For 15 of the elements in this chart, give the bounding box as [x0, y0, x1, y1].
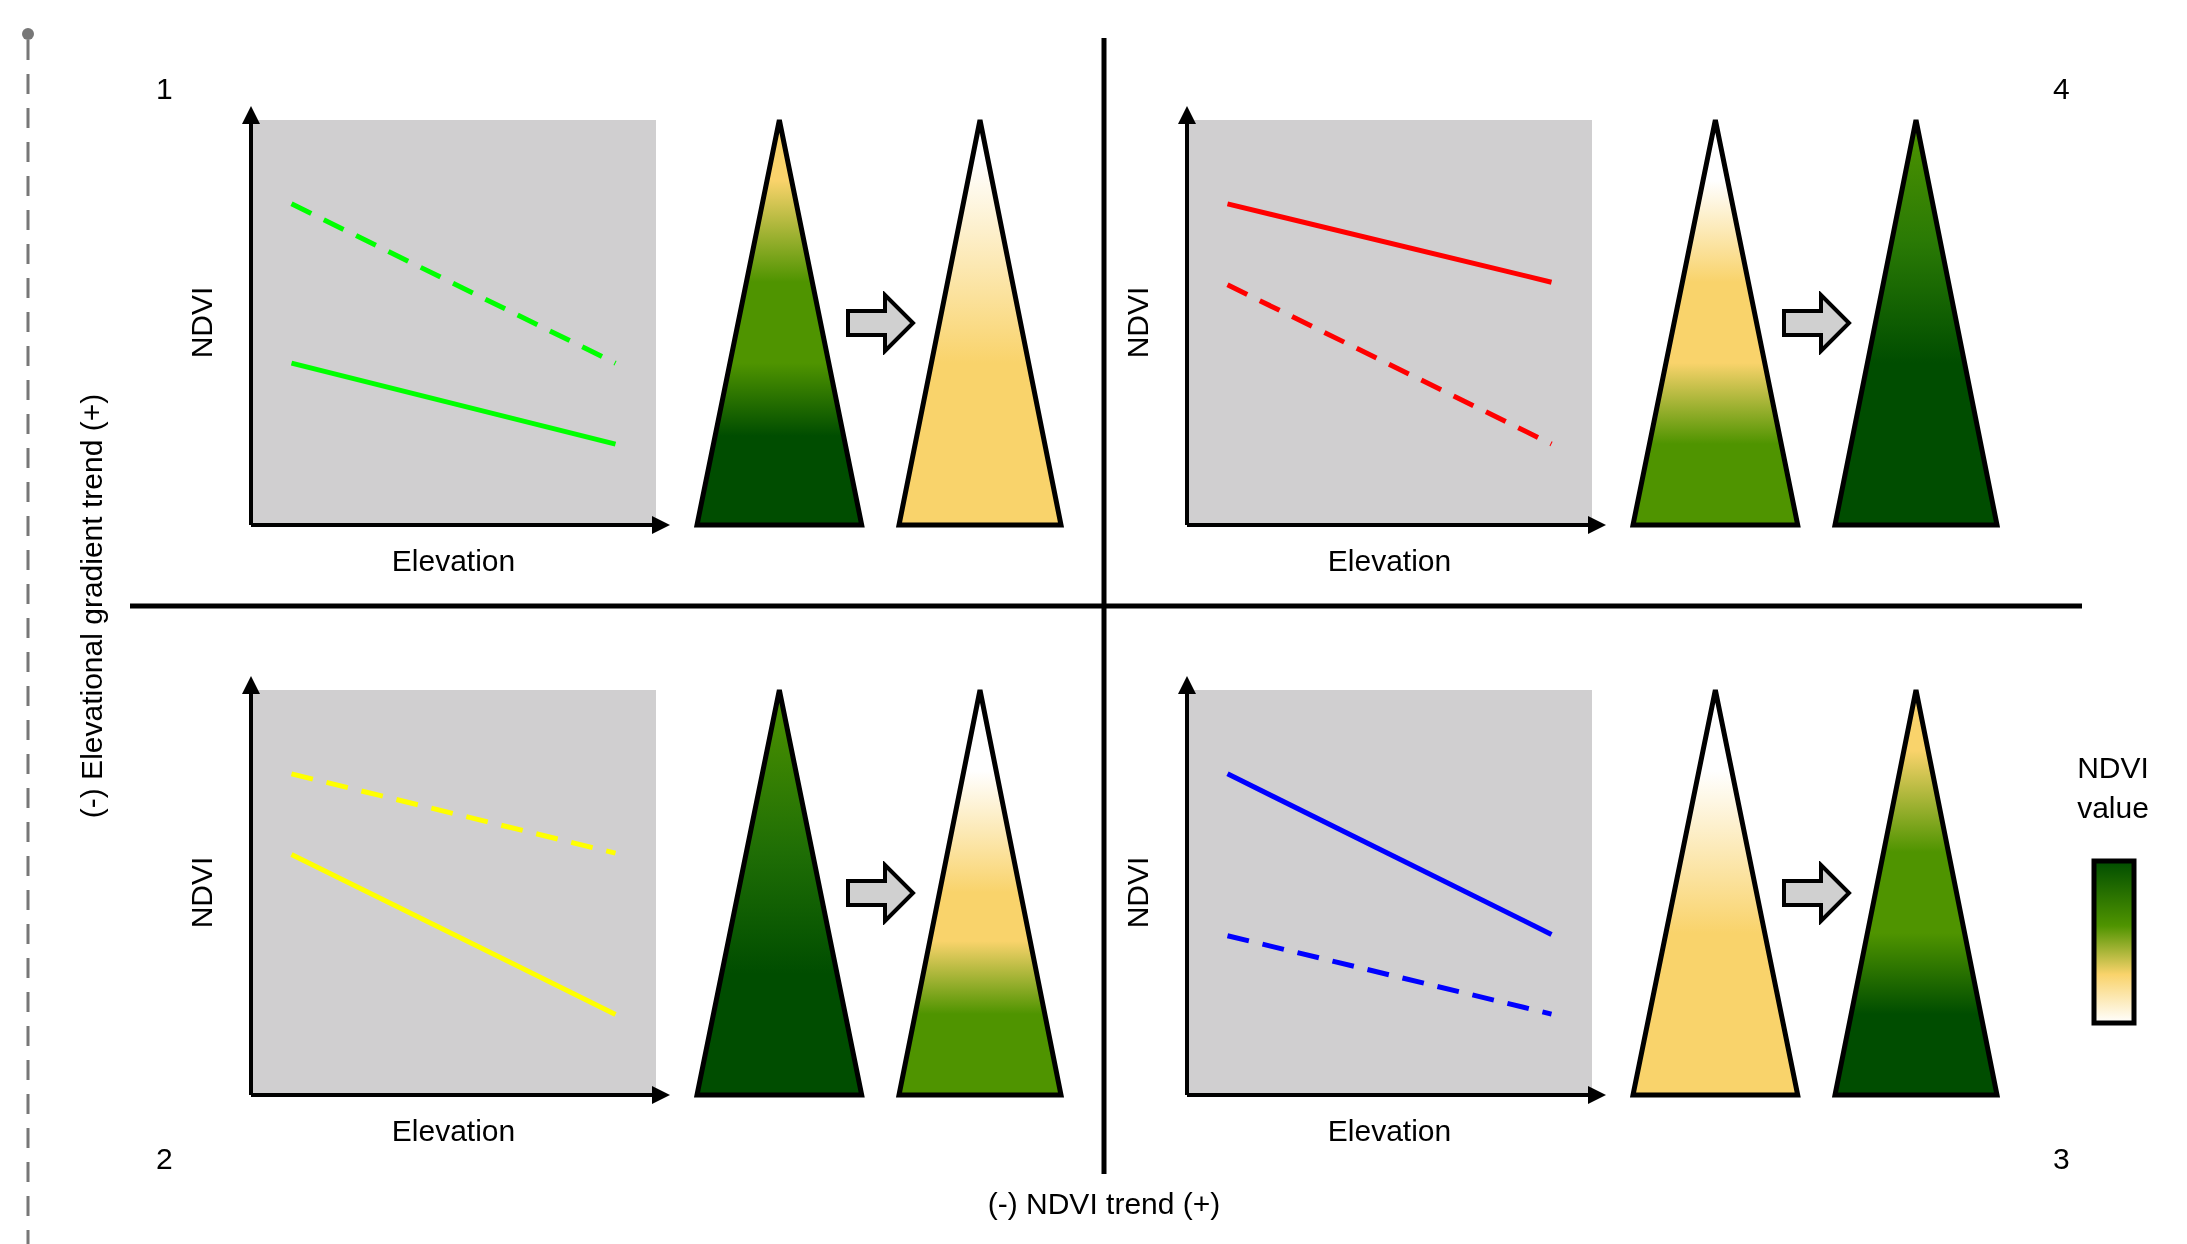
x-axis-title: Elevation — [391, 544, 516, 577]
y-axis-title: NDVI — [1120, 856, 1154, 929]
text: 1 — [156, 72, 173, 106]
x-axis-title: Elevation — [1327, 1114, 1452, 1147]
y-axis-title: NDVI — [184, 856, 218, 929]
y-axis-title: NDVI — [1120, 286, 1154, 359]
x-axis-title: Elevation — [391, 1114, 516, 1147]
text: (-) Elevational gradient trend (+) — [75, 393, 109, 819]
text: 4 — [2053, 72, 2070, 106]
text: 3 — [2053, 1142, 2070, 1176]
text: 2 — [156, 1142, 173, 1176]
x-axis-title: Elevation — [1327, 544, 1452, 577]
text: NDVI value — [2076, 750, 2150, 826]
text: (-) NDVI trend (+) — [987, 1187, 1221, 1221]
y-axis-title: NDVI — [184, 286, 218, 359]
